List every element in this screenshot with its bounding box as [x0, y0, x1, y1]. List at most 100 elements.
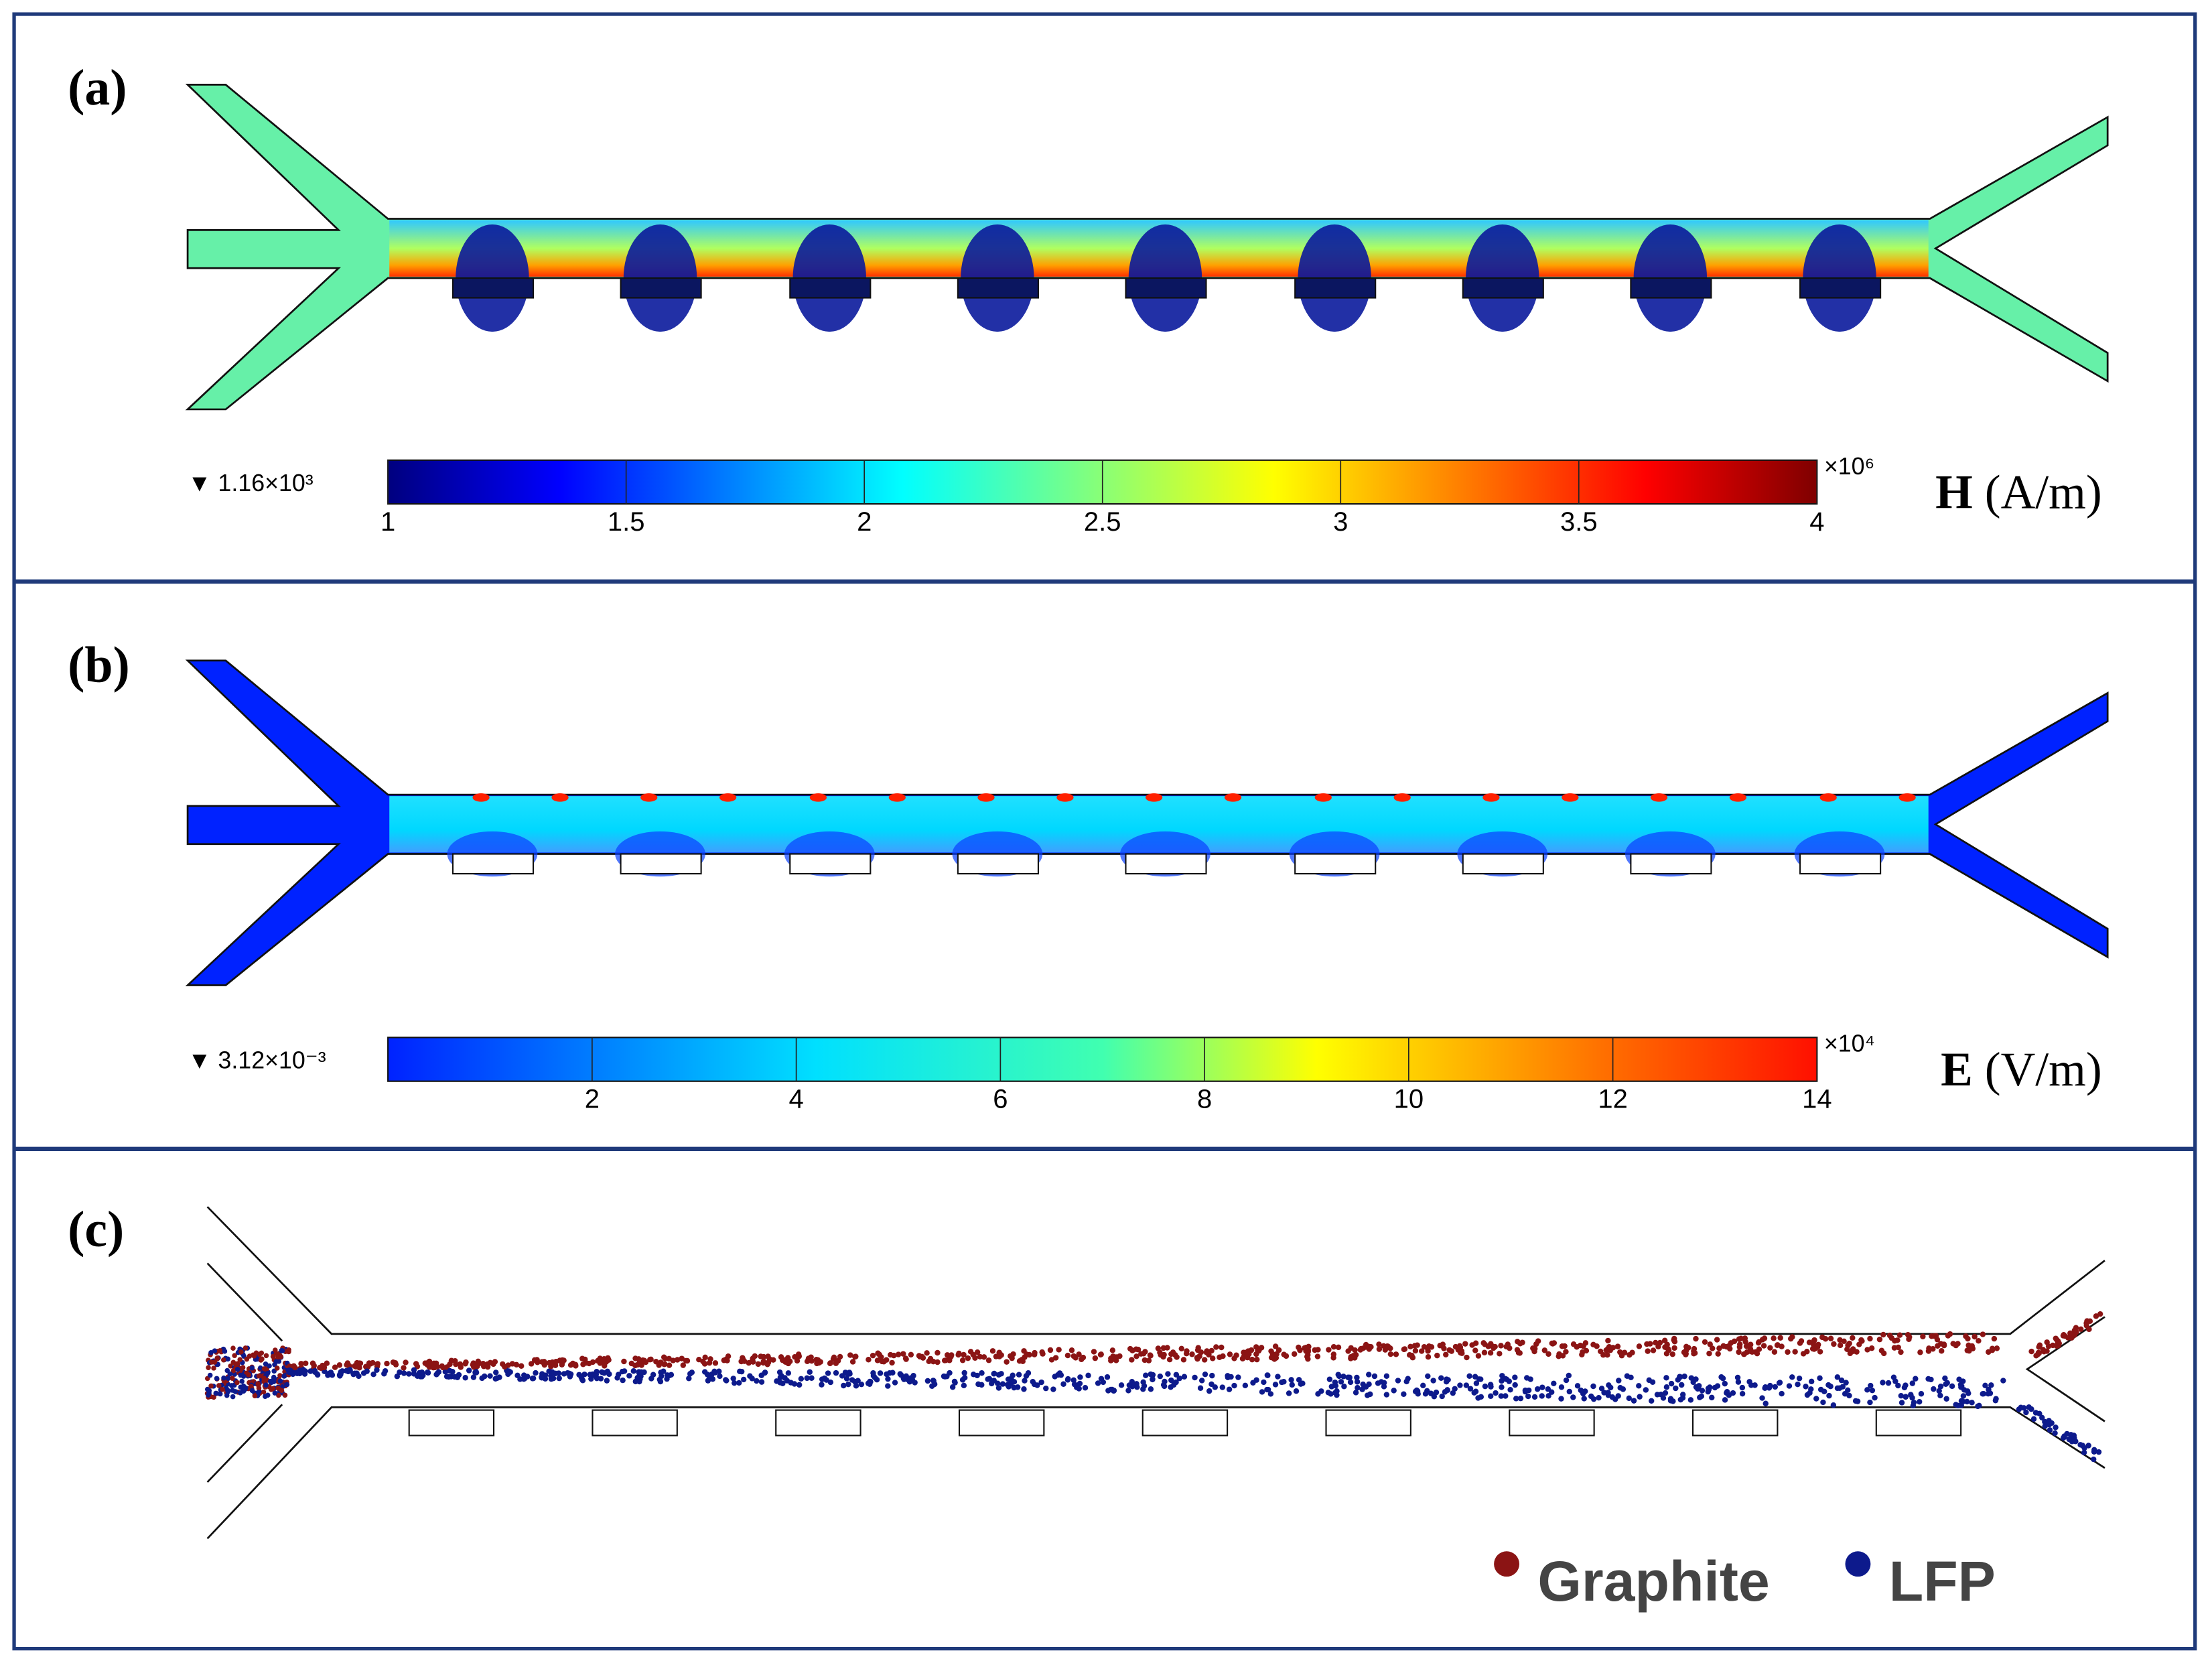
particle — [474, 1363, 480, 1370]
particle — [273, 1359, 279, 1364]
particle — [1590, 1396, 1597, 1402]
frame — [12, 12, 2197, 1651]
particle — [1621, 1349, 1628, 1355]
particle — [1314, 1353, 1321, 1359]
colorbar — [387, 1037, 1818, 1082]
particle — [1348, 1355, 1354, 1361]
field-spot — [1314, 793, 1332, 802]
particle — [1326, 1347, 1332, 1353]
particle — [1050, 1386, 1056, 1392]
particle — [1430, 1378, 1436, 1384]
particle — [1702, 1339, 1708, 1345]
particle — [989, 1380, 995, 1387]
colorbar-tick-label: 10 — [1394, 1085, 1424, 1114]
particle — [309, 1360, 316, 1366]
particle — [227, 1371, 233, 1377]
particle — [949, 1384, 956, 1390]
particle — [666, 1362, 673, 1368]
particle — [1481, 1349, 1488, 1355]
channel-wall — [206, 1262, 283, 1342]
particle — [244, 1356, 250, 1362]
particle — [1173, 1372, 1180, 1378]
particle — [1628, 1374, 1634, 1381]
particle — [1677, 1396, 1684, 1403]
particle — [792, 1353, 798, 1360]
particle — [975, 1381, 981, 1388]
magnet — [789, 277, 872, 299]
particle — [1507, 1345, 1513, 1351]
particle — [740, 1376, 747, 1383]
particle — [1312, 1347, 1318, 1353]
particle — [1683, 1351, 1689, 1357]
particle — [686, 1376, 692, 1382]
particle — [1767, 1382, 1773, 1389]
particle — [912, 1380, 918, 1386]
particle — [827, 1360, 833, 1366]
particle — [1850, 1346, 1856, 1352]
particle — [1668, 1380, 1675, 1387]
particle — [238, 1349, 244, 1355]
particle — [1838, 1377, 1845, 1384]
particle — [1925, 1376, 1931, 1382]
particle — [1683, 1343, 1689, 1350]
particle — [892, 1380, 898, 1386]
particle — [1545, 1351, 1551, 1357]
particle — [1867, 1335, 1873, 1342]
particle — [847, 1352, 853, 1358]
particle — [1739, 1384, 1746, 1391]
particle — [1834, 1374, 1841, 1380]
particle — [1905, 1331, 1911, 1338]
magnet — [1630, 853, 1712, 875]
particle — [1856, 1341, 1862, 1347]
particle — [1980, 1331, 1986, 1337]
particle — [1335, 1344, 1342, 1351]
particle — [1219, 1344, 1225, 1351]
particle — [1064, 1352, 1071, 1359]
particle — [208, 1383, 214, 1389]
particle — [466, 1368, 472, 1374]
particle — [452, 1374, 458, 1380]
particle — [1910, 1402, 1917, 1409]
particle — [599, 1369, 605, 1376]
particle — [628, 1360, 635, 1367]
colorbar-tick-label: 3.5 — [1560, 507, 1598, 537]
particle — [325, 1372, 331, 1378]
particle — [272, 1390, 278, 1396]
magnet — [1462, 853, 1544, 875]
particle — [1111, 1388, 1117, 1394]
particle — [1837, 1342, 1844, 1349]
panel-label: (b) — [68, 637, 130, 693]
particle — [1880, 1380, 1886, 1386]
particle — [392, 1359, 399, 1366]
particle — [2066, 1436, 2072, 1443]
particle — [1953, 1402, 1959, 1408]
particle — [1403, 1378, 1409, 1385]
particle — [674, 1357, 681, 1363]
particle — [701, 1361, 708, 1367]
particle — [1038, 1379, 1044, 1386]
particle — [1347, 1379, 1354, 1386]
colorbar-tick-label: 12 — [1598, 1085, 1627, 1114]
particle — [1160, 1382, 1167, 1388]
particle — [1563, 1349, 1569, 1355]
particle — [1297, 1347, 1303, 1353]
particle — [1760, 1343, 1767, 1349]
particle — [2053, 1424, 2059, 1430]
particle — [297, 1368, 303, 1374]
particle — [1759, 1395, 1765, 1401]
magnet — [1630, 277, 1712, 299]
particle — [1836, 1385, 1843, 1391]
legend-marker — [1494, 1551, 1520, 1577]
particle — [1891, 1345, 1898, 1351]
particle — [1706, 1386, 1712, 1393]
particle — [1194, 1347, 1201, 1353]
particle — [1267, 1391, 1274, 1397]
particle — [487, 1373, 493, 1379]
particle — [1903, 1394, 1909, 1400]
particle — [1366, 1346, 1373, 1352]
particle — [2047, 1427, 2053, 1433]
magnet — [620, 277, 702, 299]
particle — [1846, 1340, 1852, 1347]
particle — [1492, 1343, 1498, 1350]
particle — [696, 1356, 702, 1363]
